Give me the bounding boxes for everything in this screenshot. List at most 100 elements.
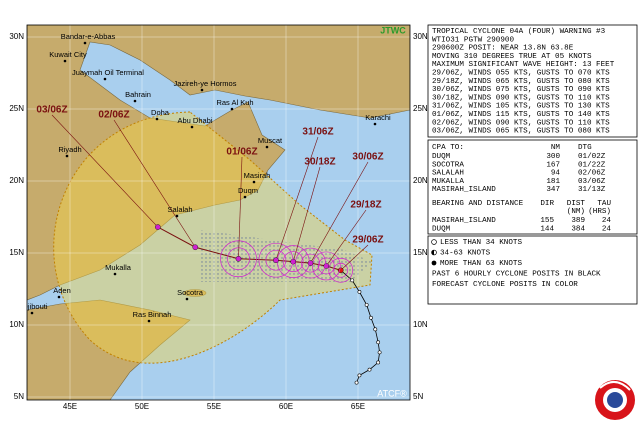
axes: 30N 30N 25N 25N 20N 20N 15N 15N 10N 10N 5N 5N 45E 50E… <box>9 32 428 411</box>
cpa-cell: 94 <box>551 170 561 178</box>
cpa-cell: 02/06Z <box>578 170 606 178</box>
place-label: Karachi <box>365 113 391 122</box>
warning-box <box>427 24 638 138</box>
cpa-cell: 300 <box>546 153 560 161</box>
warning-line: 29/18Z, WINDS 065 KTS, GUSTS TO 080 KTS <box>432 78 610 86</box>
place-dot <box>230 107 234 111</box>
cpa-cell: 01/22Z <box>578 161 606 169</box>
legend-item: PAST 6 HOURLY CYCLONE POSITS IN BLACK <box>432 271 601 279</box>
place-dot <box>190 125 194 129</box>
label-leader <box>326 209 367 267</box>
place-label: Duqm <box>238 186 258 195</box>
bearing-header: TAU <box>597 200 611 208</box>
cpa-cell: MUKALLA <box>432 178 464 186</box>
bearing-cell: 24 <box>602 225 612 233</box>
past-posit <box>354 380 359 385</box>
wind-radius <box>220 240 257 278</box>
bearing-subheader: (NM) <box>567 208 585 216</box>
bearing-header: BEARING AND DISTANCE <box>432 200 524 208</box>
bearing-cell: 155 <box>540 217 554 225</box>
wind-radius <box>317 257 335 275</box>
warning-line: 31/06Z, WINDS 105 KTS, GUSTS TO 130 KTS <box>432 103 610 111</box>
past-posit <box>369 315 373 320</box>
lat-label: 5N <box>14 392 24 401</box>
past-posit <box>367 367 372 372</box>
label-leader <box>340 244 369 271</box>
legend-symbol <box>431 239 437 245</box>
bearing-cell: DUQM <box>432 225 451 233</box>
cpa-cell: 167 <box>546 161 560 169</box>
legend-symbol <box>431 260 437 266</box>
forecast-posit <box>235 255 242 262</box>
time-label: 02/06Z <box>98 110 129 121</box>
credit: ATCF® <box>377 388 407 398</box>
legend-symbol <box>431 250 434 255</box>
cpa-cell: SALALAH <box>432 170 464 178</box>
place-label: Bandar-e-Abbas <box>61 32 116 41</box>
cpa-header: DTG <box>578 144 592 152</box>
place-label: Djibouti <box>22 302 47 311</box>
place-label: Salalah <box>167 205 192 214</box>
warning-line: MOVING 310 DEGREES TRUE AT 05 KNOTS <box>432 53 592 61</box>
lat-label: 15N <box>9 248 24 257</box>
past-posit <box>376 340 381 345</box>
track: 29/06Z 29/18Z 30/06Z 30/18Z 31/06Z 01/06Z 02/0… <box>36 105 384 385</box>
forecast-posit <box>155 224 161 230</box>
forecast-posit <box>192 244 199 251</box>
place-dot <box>185 297 189 301</box>
cpa-cell: 31/13Z <box>578 186 606 194</box>
legend-box <box>427 235 638 305</box>
place-dot <box>113 272 117 276</box>
wind-radius <box>227 247 250 271</box>
place-dot <box>57 295 61 299</box>
warning-line: 03/06Z, WINDS 065 KTS, GUSTS TO 080 KTS <box>432 128 610 136</box>
place-label: Mukalla <box>105 263 132 272</box>
place-label: Ras Binnah <box>133 310 172 319</box>
legend-item: MORE THAN 63 KNOTS <box>440 260 522 268</box>
label-leader <box>238 156 243 259</box>
wind-radius <box>311 251 341 281</box>
map-frame <box>26 24 411 401</box>
place-dot <box>252 180 256 184</box>
lat-label: 10N <box>9 320 24 329</box>
place-label: Muscat <box>258 136 283 145</box>
place-dot <box>243 195 247 199</box>
bearing-header: DIST <box>567 200 586 208</box>
lat-label: 25N <box>9 104 24 113</box>
place-dot <box>63 59 67 63</box>
warning-line: TROPICAL CYCLONE 04A (FOUR) WARNING #3 <box>432 28 606 36</box>
place-dot <box>175 214 179 218</box>
place-label: Juaymah Oil Terminal <box>72 68 144 77</box>
time-label: 01/06Z <box>226 147 257 158</box>
wind-radius <box>328 257 354 283</box>
bearing-subheader: (HRS) <box>588 208 611 216</box>
lon-label: 45E <box>63 402 77 411</box>
bearing-cell: 384 <box>571 225 585 233</box>
time-label: 29/06Z <box>352 235 383 246</box>
bearing-cell: MASIRAH_ISLAND <box>432 217 496 225</box>
past-posit <box>373 327 378 332</box>
past-posit <box>377 350 382 355</box>
place-label: Bahrain <box>125 90 151 99</box>
time-label: 30/18Z <box>304 157 335 168</box>
time-label: 03/06Z <box>36 105 67 116</box>
time-label: 30/06Z <box>352 152 383 163</box>
island <box>183 289 207 297</box>
label-leader <box>275 136 319 261</box>
place-label: Riyadh <box>58 145 81 154</box>
bearing-cell: 24 <box>602 217 612 225</box>
cpa-box <box>427 139 638 235</box>
lon-label: 65E <box>351 402 365 411</box>
bearing-header: DIR <box>540 200 554 208</box>
lon-label: 60E <box>279 402 293 411</box>
warning-line: 30/06Z, WINDS 075 KTS, GUSTS TO 090 KTS <box>432 86 610 94</box>
map: 29/06Z 29/18Z 30/06Z 30/18Z 31/06Z 01/06Z 02/0… <box>22 25 410 400</box>
warning-line: 30/18Z, WINDS 090 KTS, GUSTS TO 110 KTS <box>432 94 610 102</box>
past-posit <box>350 278 355 283</box>
past-posit <box>376 360 381 365</box>
cpa-cell: DUQM <box>432 153 451 161</box>
legend-item: 34-63 KNOTS <box>440 250 491 258</box>
label-leader <box>310 161 369 264</box>
past-posit <box>357 289 362 294</box>
